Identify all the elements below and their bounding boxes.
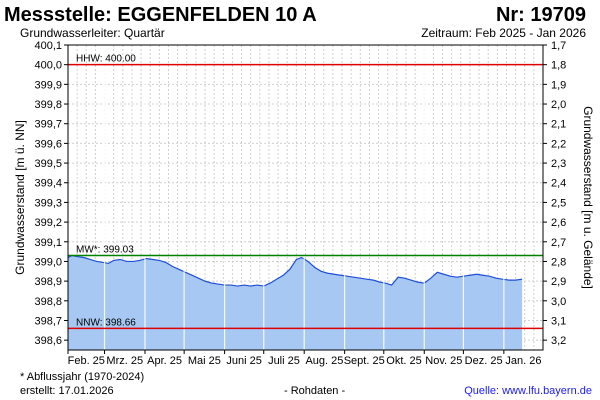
y-tick-label-right: 2,9	[551, 276, 566, 288]
x-tick-label: Juni 25	[226, 355, 261, 367]
y-axis-title-left: Grundwasserstand [m ü. NN]	[13, 120, 27, 275]
x-tick-label: Aug. 25	[305, 355, 343, 367]
y-tick-label-left: 399,6	[34, 138, 62, 150]
y-tick-label-right: 1,9	[551, 79, 566, 91]
series-area	[68, 255, 523, 350]
y-tick-label-left: 398,8	[34, 296, 62, 308]
reference-line-label: MW*: 399.03	[76, 245, 134, 256]
x-tick-label: Dez. 25	[465, 355, 503, 367]
y-tick-label-right: 3,0	[551, 296, 566, 308]
y-tick-label-right: 2,6	[551, 217, 566, 229]
y-tick-label-left: 399,7	[34, 119, 62, 131]
y-tick-label-right: 2,8	[551, 256, 566, 268]
y-tick-label-right: 2,4	[551, 178, 566, 190]
y-tick-label-left: 398,9	[34, 276, 62, 288]
y-tick-label-right: 2,2	[551, 138, 566, 150]
x-tick-label: Feb. 25	[68, 355, 105, 367]
y-tick-label-left: 399,5	[34, 158, 62, 170]
aquifer-label: Grundwasserleiter: Quartär	[20, 26, 165, 40]
y-tick-label-left: 398,6	[34, 335, 62, 347]
station-title: Messstelle: EGGENFELDEN 10 A	[4, 4, 317, 26]
y-tick-label-left: 399,4	[34, 178, 62, 190]
footnote: * Abflussjahr (1970-2024)	[20, 371, 145, 383]
x-tick-label: Mrz. 25	[106, 355, 143, 367]
x-tick-label: Jan. 26	[505, 355, 541, 367]
x-tick-label: Mai 25	[188, 355, 221, 367]
y-tick-label-right: 2,0	[551, 99, 566, 111]
y-tick-label-right: 3,1	[551, 315, 566, 327]
y-tick-label-left: 399,9	[34, 79, 62, 91]
x-tick-label: Apr. 25	[147, 355, 182, 367]
plot-frame	[67, 44, 544, 351]
period-label: Zeitraum: Feb 2025 - Jan 2026	[421, 26, 586, 40]
x-tick-label: Nov. 25	[425, 355, 462, 367]
y-tick-label-right: 2,5	[551, 197, 566, 209]
y-tick-label-left: 399,0	[34, 256, 62, 268]
raw-data-label: - Rohdaten -	[284, 385, 346, 397]
y-tick-label-right: 2,7	[551, 237, 566, 249]
y-tick-label-right: 1,7	[551, 40, 566, 52]
source-link[interactable]: Quelle: www.lfu.bayern.de	[464, 385, 592, 397]
reference-line-label: NNW: 398.66	[76, 317, 136, 328]
y-tick-label-left: 399,1	[34, 237, 62, 249]
x-tick-label: Sept. 25	[344, 355, 385, 367]
y-tick-label-left: 400,0	[34, 60, 62, 72]
reference-line-label: HHW: 400.00	[76, 54, 136, 65]
y-axis-title-right: Grundwasserstand [m u. Gelände]	[581, 106, 595, 289]
station-number: Nr: 19709	[495, 4, 586, 26]
y-tick-label-left: 400,1	[34, 40, 62, 52]
x-tick-label: Juli 25	[268, 355, 300, 367]
series-line	[67, 254, 523, 287]
y-tick-label-left: 399,2	[34, 217, 62, 229]
y-tick-label-right: 2,1	[551, 119, 566, 131]
y-tick-label-left: 399,8	[34, 99, 62, 111]
y-tick-label-left: 399,3	[34, 197, 62, 209]
x-tick-label: Okt. 25	[386, 355, 421, 367]
y-tick-label-right: 3,2	[551, 335, 566, 347]
y-tick-label-right: 2,3	[551, 158, 566, 170]
y-tick-label-right: 1,8	[551, 60, 566, 72]
y-tick-label-left: 398,7	[34, 315, 62, 327]
created-date: erstellt: 17.01.2026	[20, 385, 114, 397]
